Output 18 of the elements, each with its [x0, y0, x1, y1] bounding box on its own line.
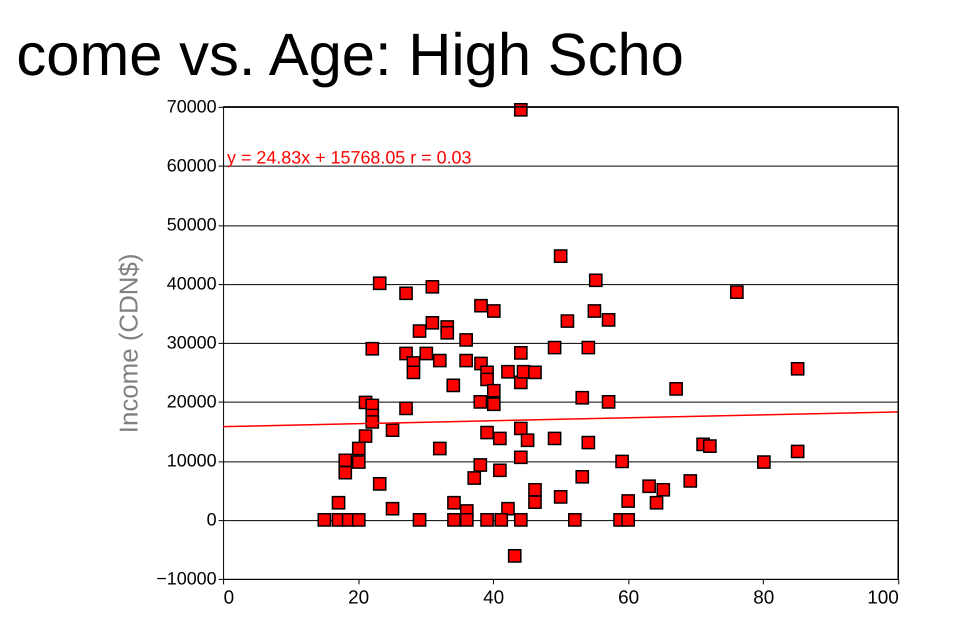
chart-title: come vs. Age: High Scho — [16, 20, 684, 88]
y-tick-label: 30000 — [166, 332, 217, 352]
y-tick-label: −10000 — [156, 568, 217, 588]
y-tick-label: 10000 — [166, 450, 217, 470]
y-tick-label: 0 — [206, 509, 217, 530]
annotation: y = 24.83x + 15768.05 r = 0.03 — [227, 148, 472, 168]
y-tick-label: 40000 — [166, 273, 217, 294]
y-tick-label: 50000 — [166, 214, 217, 234]
y-tick-label: 20000 — [166, 391, 217, 412]
y-tick-label: 70000 — [166, 96, 217, 116]
x-tick-label: 20 — [348, 587, 370, 608]
x-tick-label: 100 — [867, 587, 899, 608]
x-tick-label: 40 — [483, 587, 504, 608]
x-tick-label: 60 — [618, 587, 640, 608]
x-tick-label: 80 — [753, 587, 774, 608]
y-axis-title: Income (CDN$) — [115, 253, 144, 434]
x-tick-label: 0 — [224, 587, 234, 608]
y-tick-label: 60000 — [166, 155, 217, 176]
